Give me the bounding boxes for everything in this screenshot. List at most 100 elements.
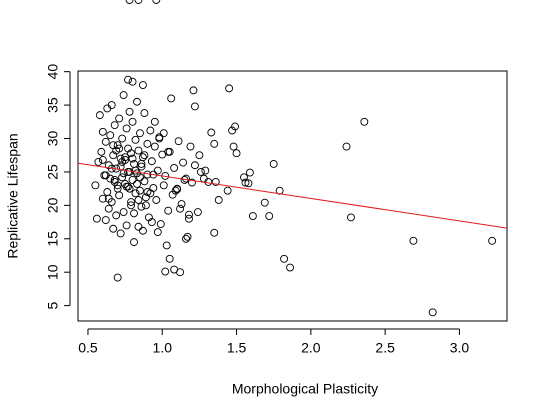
point	[128, 154, 137, 163]
point	[245, 168, 254, 177]
point	[149, 170, 158, 179]
point	[127, 201, 135, 210]
point	[193, 208, 202, 216]
point	[92, 214, 101, 223]
point	[124, 75, 133, 84]
x-tick-label: 0.5	[78, 340, 98, 356]
point	[107, 101, 116, 110]
point	[118, 134, 127, 143]
y-tick-label: 40	[45, 64, 61, 80]
point	[360, 117, 369, 126]
point	[119, 208, 128, 216]
point	[164, 206, 173, 215]
y-tick-label: 35	[45, 97, 61, 113]
point	[176, 204, 185, 213]
point	[185, 214, 193, 223]
point	[170, 163, 179, 172]
point	[131, 135, 140, 144]
point	[201, 166, 210, 175]
point	[97, 147, 106, 156]
point	[164, 147, 173, 156]
point	[121, 153, 130, 162]
point	[214, 196, 223, 204]
point	[150, 142, 159, 151]
point	[127, 149, 135, 158]
point	[128, 117, 137, 126]
point	[128, 77, 137, 86]
point	[196, 167, 205, 176]
point	[141, 193, 150, 202]
point	[409, 236, 418, 245]
point	[207, 128, 216, 137]
point	[101, 171, 110, 180]
x-tick-label: 2.5	[375, 340, 395, 356]
point	[134, 0, 143, 4]
point	[101, 137, 110, 146]
point	[130, 209, 138, 218]
point	[130, 238, 138, 247]
point	[159, 181, 168, 190]
x-tick-label: 3.0	[450, 340, 470, 356]
point	[190, 102, 199, 111]
point	[98, 127, 107, 136]
point	[140, 109, 149, 118]
point	[156, 220, 165, 229]
point	[134, 146, 143, 155]
point	[113, 273, 122, 282]
point	[225, 84, 234, 93]
point	[342, 142, 351, 151]
point	[186, 142, 195, 151]
point	[165, 254, 174, 263]
point	[133, 97, 141, 106]
point	[170, 265, 179, 274]
point	[147, 218, 156, 227]
point	[136, 173, 144, 182]
point	[240, 173, 248, 182]
point	[190, 161, 199, 170]
point	[115, 191, 124, 200]
point	[185, 210, 193, 219]
point	[167, 94, 176, 103]
x-tick-label: 1.5	[227, 340, 247, 356]
point	[143, 139, 152, 148]
point	[118, 173, 127, 182]
point	[136, 129, 144, 138]
y-tick-label: 30	[45, 131, 61, 147]
point	[147, 157, 156, 166]
point	[122, 221, 131, 230]
point	[91, 181, 100, 190]
point	[488, 236, 497, 245]
point	[153, 166, 162, 175]
point	[428, 308, 437, 317]
point	[168, 190, 177, 199]
point	[104, 204, 113, 213]
point	[140, 151, 149, 160]
point	[195, 151, 204, 160]
point	[244, 179, 253, 188]
point	[152, 0, 161, 4]
point	[128, 176, 137, 184]
x-tick-label: 1.0	[153, 340, 173, 356]
point	[138, 226, 147, 235]
point	[122, 182, 131, 191]
point	[179, 158, 188, 167]
point	[109, 224, 118, 233]
point	[141, 201, 150, 210]
point	[125, 0, 134, 4]
point	[265, 212, 274, 221]
point	[280, 254, 289, 263]
y-axis-label: Replicative Lifespan	[5, 133, 21, 258]
y-tick-label: 5	[45, 302, 61, 310]
point	[131, 166, 140, 175]
point	[95, 111, 104, 120]
point	[231, 122, 240, 131]
point	[210, 228, 219, 237]
point	[125, 107, 134, 116]
point	[94, 157, 103, 166]
point	[173, 185, 182, 194]
point	[183, 232, 192, 241]
y-tick-label: 20	[45, 197, 61, 213]
point	[159, 129, 168, 138]
point	[150, 117, 159, 126]
point	[189, 86, 198, 95]
